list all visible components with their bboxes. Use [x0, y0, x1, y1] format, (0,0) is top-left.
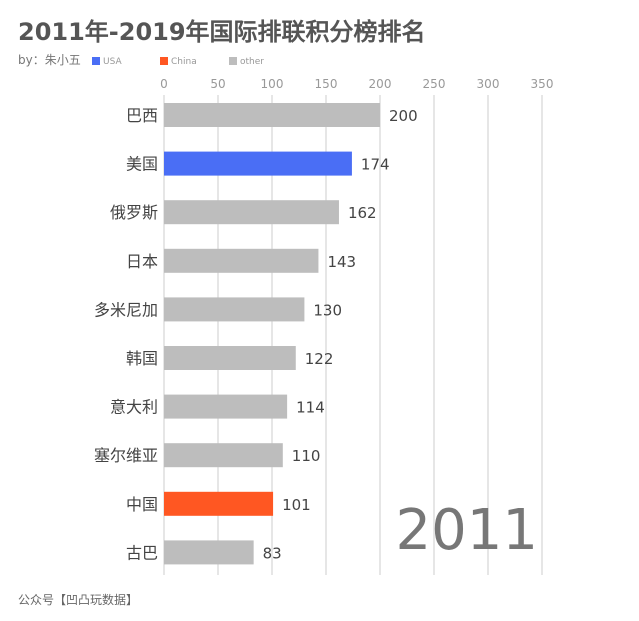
- category-label: 美国: [126, 155, 158, 174]
- category-label: 意大利: [110, 398, 158, 417]
- chart-title: 2011年-2019年国际排联积分榜排名: [18, 18, 426, 46]
- category-label: 中国: [126, 495, 158, 514]
- category-label: 巴西: [126, 106, 158, 125]
- value-label: 83: [263, 544, 282, 562]
- legend-swatch-china: [160, 57, 168, 65]
- footer-credit: 公众号【凹凸玩数据】: [18, 593, 139, 607]
- x-tick-label: 0: [160, 77, 168, 91]
- x-tick-label: 350: [531, 77, 554, 91]
- value-label: 200: [389, 107, 418, 125]
- category-label: 日本: [126, 252, 158, 271]
- bar-4: [164, 248, 319, 273]
- legend-label-usa: USA: [103, 57, 122, 67]
- category-label: 塞尔维亚: [94, 446, 158, 465]
- category-label: 俄罗斯: [110, 203, 158, 222]
- bar-6: [164, 346, 296, 370]
- bar-9: [164, 491, 274, 516]
- x-tick-label: 100: [261, 77, 284, 91]
- value-label: 114: [296, 399, 325, 417]
- legend-item-usa: USA: [92, 57, 122, 67]
- x-tick-label: 300: [477, 77, 500, 91]
- legend-swatch-usa: [92, 57, 100, 65]
- category-label: 多米尼加: [94, 300, 158, 319]
- x-tick-label: 50: [210, 77, 225, 91]
- value-label: 162: [348, 204, 377, 222]
- byline: by：朱小五: [18, 53, 81, 67]
- value-label: 110: [292, 447, 321, 465]
- bar-5: [164, 297, 305, 322]
- value-label: 174: [361, 156, 390, 174]
- bar-10: [164, 540, 254, 565]
- value-labels: 200 174 162 143 130 122 114 110 101 83: [263, 107, 418, 562]
- bar-2: [164, 151, 352, 176]
- bar-1: [164, 103, 380, 127]
- legend-item-other: other: [229, 57, 264, 67]
- legend-label-other: other: [240, 57, 264, 67]
- value-label: 130: [313, 301, 342, 319]
- x-tick-label: 250: [423, 77, 446, 91]
- bar-8: [164, 443, 283, 468]
- legend-item-china: China: [160, 57, 197, 67]
- value-label: 122: [305, 350, 334, 368]
- value-label: 143: [327, 253, 356, 271]
- year-label: 2011: [395, 498, 538, 563]
- legend-swatch-other: [229, 57, 237, 65]
- category-label: 古巴: [126, 543, 158, 562]
- bars: [164, 103, 380, 565]
- bar-7: [164, 394, 288, 419]
- bar-3: [164, 200, 339, 225]
- x-tick-labels: 0 50 100 150 200 250 300 350: [160, 77, 553, 91]
- legend-label-china: China: [171, 57, 197, 67]
- x-tick-label: 200: [369, 77, 392, 91]
- x-tick-label: 150: [315, 77, 338, 91]
- value-label: 101: [282, 496, 311, 514]
- category-label: 韩国: [126, 349, 158, 368]
